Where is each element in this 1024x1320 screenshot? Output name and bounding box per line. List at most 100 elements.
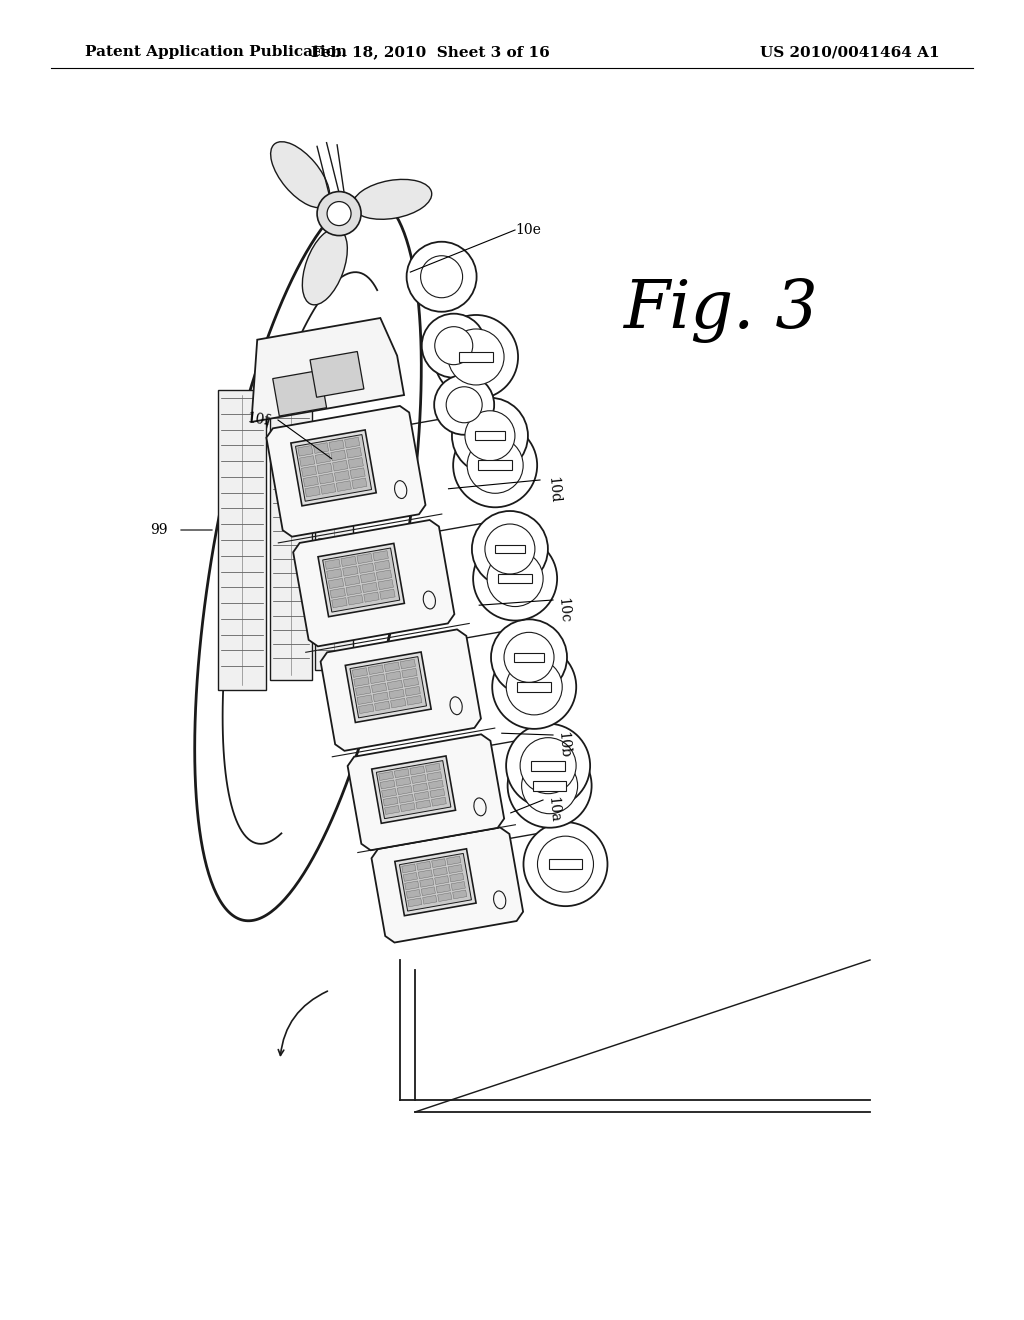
Polygon shape: [415, 792, 429, 800]
Polygon shape: [343, 566, 358, 576]
Polygon shape: [346, 447, 361, 458]
Circle shape: [523, 822, 607, 906]
Polygon shape: [418, 870, 432, 879]
Polygon shape: [407, 890, 421, 899]
Text: 10e: 10e: [515, 223, 541, 238]
Polygon shape: [372, 828, 523, 942]
Polygon shape: [355, 686, 371, 696]
Circle shape: [492, 619, 567, 696]
Polygon shape: [293, 520, 455, 647]
Polygon shape: [398, 795, 414, 803]
Polygon shape: [416, 800, 431, 809]
Polygon shape: [407, 696, 422, 705]
Polygon shape: [450, 873, 464, 882]
Text: US 2010/0041464 A1: US 2010/0041464 A1: [761, 45, 940, 59]
Polygon shape: [347, 734, 504, 850]
Polygon shape: [426, 763, 440, 772]
Polygon shape: [423, 895, 437, 904]
Polygon shape: [403, 677, 419, 686]
Circle shape: [538, 836, 594, 892]
Ellipse shape: [394, 480, 407, 499]
Polygon shape: [341, 556, 356, 566]
Polygon shape: [449, 865, 462, 874]
Polygon shape: [436, 884, 451, 894]
Polygon shape: [403, 873, 418, 882]
Polygon shape: [348, 458, 364, 469]
Polygon shape: [321, 630, 481, 751]
Ellipse shape: [494, 891, 506, 908]
Ellipse shape: [270, 141, 330, 207]
Polygon shape: [404, 880, 419, 890]
Circle shape: [506, 659, 562, 715]
Polygon shape: [401, 668, 417, 678]
Polygon shape: [408, 898, 422, 907]
Polygon shape: [430, 789, 444, 797]
Polygon shape: [396, 777, 411, 787]
Polygon shape: [362, 582, 378, 593]
Polygon shape: [329, 578, 344, 589]
Circle shape: [520, 738, 577, 793]
Polygon shape: [389, 689, 404, 698]
Polygon shape: [495, 545, 525, 553]
Polygon shape: [330, 587, 345, 598]
Polygon shape: [412, 775, 426, 784]
Polygon shape: [318, 474, 334, 484]
Circle shape: [465, 411, 515, 461]
Ellipse shape: [474, 799, 486, 816]
Circle shape: [434, 375, 495, 434]
Polygon shape: [532, 781, 566, 791]
Polygon shape: [317, 463, 332, 474]
Polygon shape: [400, 659, 416, 669]
Circle shape: [446, 387, 482, 422]
Circle shape: [422, 314, 485, 378]
Circle shape: [317, 191, 361, 235]
Polygon shape: [345, 437, 359, 447]
Polygon shape: [514, 653, 544, 661]
Polygon shape: [549, 859, 583, 869]
Polygon shape: [428, 780, 443, 789]
Polygon shape: [410, 766, 425, 775]
Polygon shape: [357, 694, 373, 705]
Polygon shape: [397, 785, 412, 795]
Polygon shape: [475, 432, 505, 440]
Polygon shape: [352, 478, 367, 488]
Circle shape: [327, 202, 351, 226]
Polygon shape: [300, 455, 314, 466]
Polygon shape: [372, 756, 456, 824]
Polygon shape: [360, 573, 376, 583]
Circle shape: [504, 632, 554, 682]
Polygon shape: [218, 389, 266, 690]
Ellipse shape: [302, 228, 347, 305]
Polygon shape: [382, 788, 396, 797]
Polygon shape: [310, 351, 364, 397]
Polygon shape: [400, 803, 415, 812]
Circle shape: [508, 743, 592, 828]
Polygon shape: [350, 656, 427, 718]
Polygon shape: [377, 760, 451, 818]
Polygon shape: [378, 579, 393, 590]
Circle shape: [485, 524, 535, 574]
Polygon shape: [394, 768, 409, 777]
Polygon shape: [296, 434, 372, 502]
Polygon shape: [354, 677, 369, 686]
Circle shape: [472, 511, 548, 587]
Polygon shape: [413, 783, 428, 792]
Text: 10b: 10b: [555, 731, 571, 759]
Text: 10f: 10f: [246, 412, 270, 429]
Polygon shape: [433, 867, 447, 876]
Polygon shape: [380, 780, 395, 789]
Polygon shape: [252, 318, 404, 422]
Polygon shape: [459, 352, 493, 362]
Text: Fig. 3: Fig. 3: [623, 277, 817, 343]
Polygon shape: [370, 675, 385, 684]
Polygon shape: [348, 595, 364, 605]
Polygon shape: [321, 483, 336, 494]
Circle shape: [521, 758, 578, 813]
Polygon shape: [358, 564, 374, 573]
Polygon shape: [369, 665, 384, 675]
Polygon shape: [373, 692, 388, 702]
Polygon shape: [335, 471, 349, 482]
Polygon shape: [332, 598, 347, 607]
Circle shape: [421, 256, 463, 298]
Polygon shape: [315, 453, 331, 463]
